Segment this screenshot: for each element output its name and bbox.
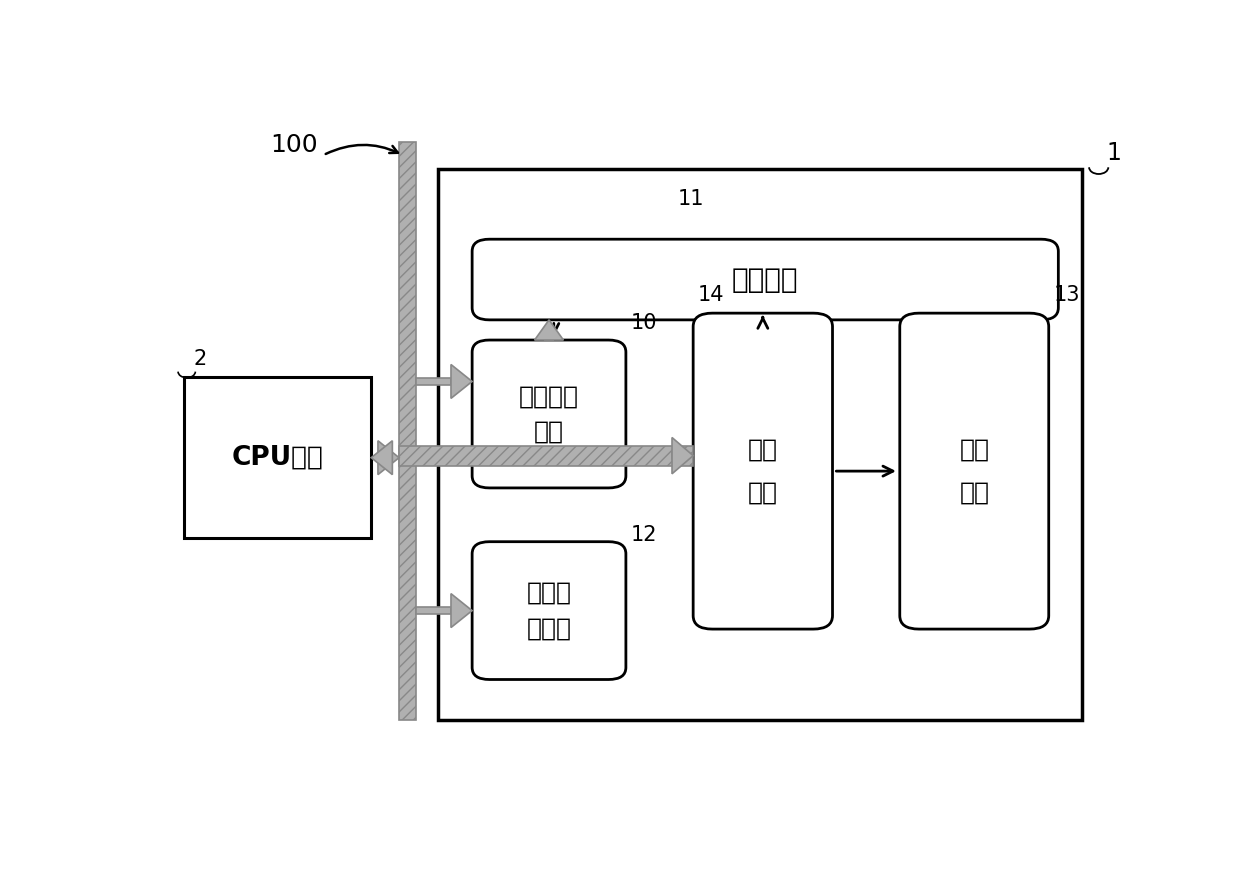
Text: 1: 1 xyxy=(1106,141,1121,165)
Polygon shape xyxy=(378,441,399,475)
Bar xyxy=(439,168,1083,720)
FancyBboxPatch shape xyxy=(472,340,626,488)
Text: 选择
单元: 选择 单元 xyxy=(748,437,777,505)
Polygon shape xyxy=(672,437,693,474)
Polygon shape xyxy=(451,365,472,398)
FancyBboxPatch shape xyxy=(693,313,832,629)
Text: 处理单元: 处理单元 xyxy=(732,265,799,293)
FancyBboxPatch shape xyxy=(472,239,1058,320)
FancyBboxPatch shape xyxy=(472,541,626,679)
Polygon shape xyxy=(371,441,392,475)
Text: 通用寄
存器组: 通用寄 存器组 xyxy=(527,581,572,640)
Text: 13: 13 xyxy=(1054,285,1080,305)
Polygon shape xyxy=(451,594,472,628)
Text: 运算
单元: 运算 单元 xyxy=(960,437,990,505)
Text: CPU模块: CPU模块 xyxy=(232,444,324,471)
Text: 指令存储
单元: 指令存储 单元 xyxy=(520,384,579,443)
Text: 11: 11 xyxy=(677,189,704,209)
Bar xyxy=(399,141,417,720)
Bar xyxy=(672,452,688,459)
Text: 12: 12 xyxy=(631,525,657,545)
Bar xyxy=(417,607,451,614)
Bar xyxy=(399,445,693,465)
Text: 10: 10 xyxy=(631,313,657,333)
Bar xyxy=(417,378,451,385)
Bar xyxy=(184,377,371,539)
Bar xyxy=(378,454,392,461)
Text: 14: 14 xyxy=(698,285,724,305)
FancyBboxPatch shape xyxy=(900,313,1049,629)
Text: 2: 2 xyxy=(193,349,207,369)
Text: 100: 100 xyxy=(270,133,319,157)
Polygon shape xyxy=(534,320,563,340)
